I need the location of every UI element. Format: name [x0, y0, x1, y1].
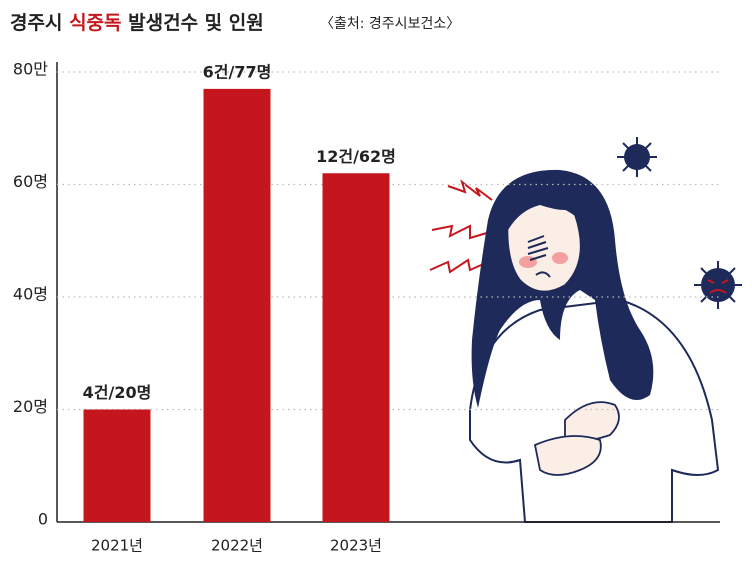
y-tick-label: 80만: [13, 60, 48, 79]
y-tick-label: 60명: [13, 172, 48, 191]
bar: [203, 88, 271, 522]
illustration: [429, 137, 742, 523]
bar: [322, 173, 390, 522]
illustration-part: [535, 271, 551, 278]
illustration-part: [527, 235, 549, 261]
illustration-part: [447, 179, 493, 201]
chart-title: 경주시 식중독 발생건수 및 인원: [10, 12, 264, 34]
title-suffix: 발생건수 및 인원: [122, 12, 264, 34]
illustration-part: [508, 194, 580, 230]
x-tick-label: 2023년: [330, 537, 382, 555]
illustration-part: [429, 258, 489, 274]
illustration-part: [701, 268, 735, 302]
value-label: 6건/77명: [203, 62, 272, 81]
illustration-part: [533, 435, 602, 476]
x-tick-label: 2021년: [91, 537, 143, 555]
x-tick-label: 2022년: [211, 537, 263, 555]
y-tick-label: 40명: [13, 285, 48, 304]
subtitle: 〈출처: 경주시보건소〉: [320, 16, 460, 32]
illustration-part: [707, 279, 729, 294]
value-label: 12건/62명: [316, 147, 396, 166]
title-prefix: 경주시: [10, 12, 69, 34]
illustration-part: [552, 252, 568, 264]
bar: [83, 409, 151, 522]
title-highlight: 식중독: [69, 12, 121, 34]
illustration-part: [624, 144, 650, 170]
value-label: 4건/20명: [83, 383, 152, 402]
illustration-part: [431, 224, 491, 240]
y-tick-label: 20명: [13, 397, 48, 416]
y-tick-label: 0: [38, 510, 48, 529]
